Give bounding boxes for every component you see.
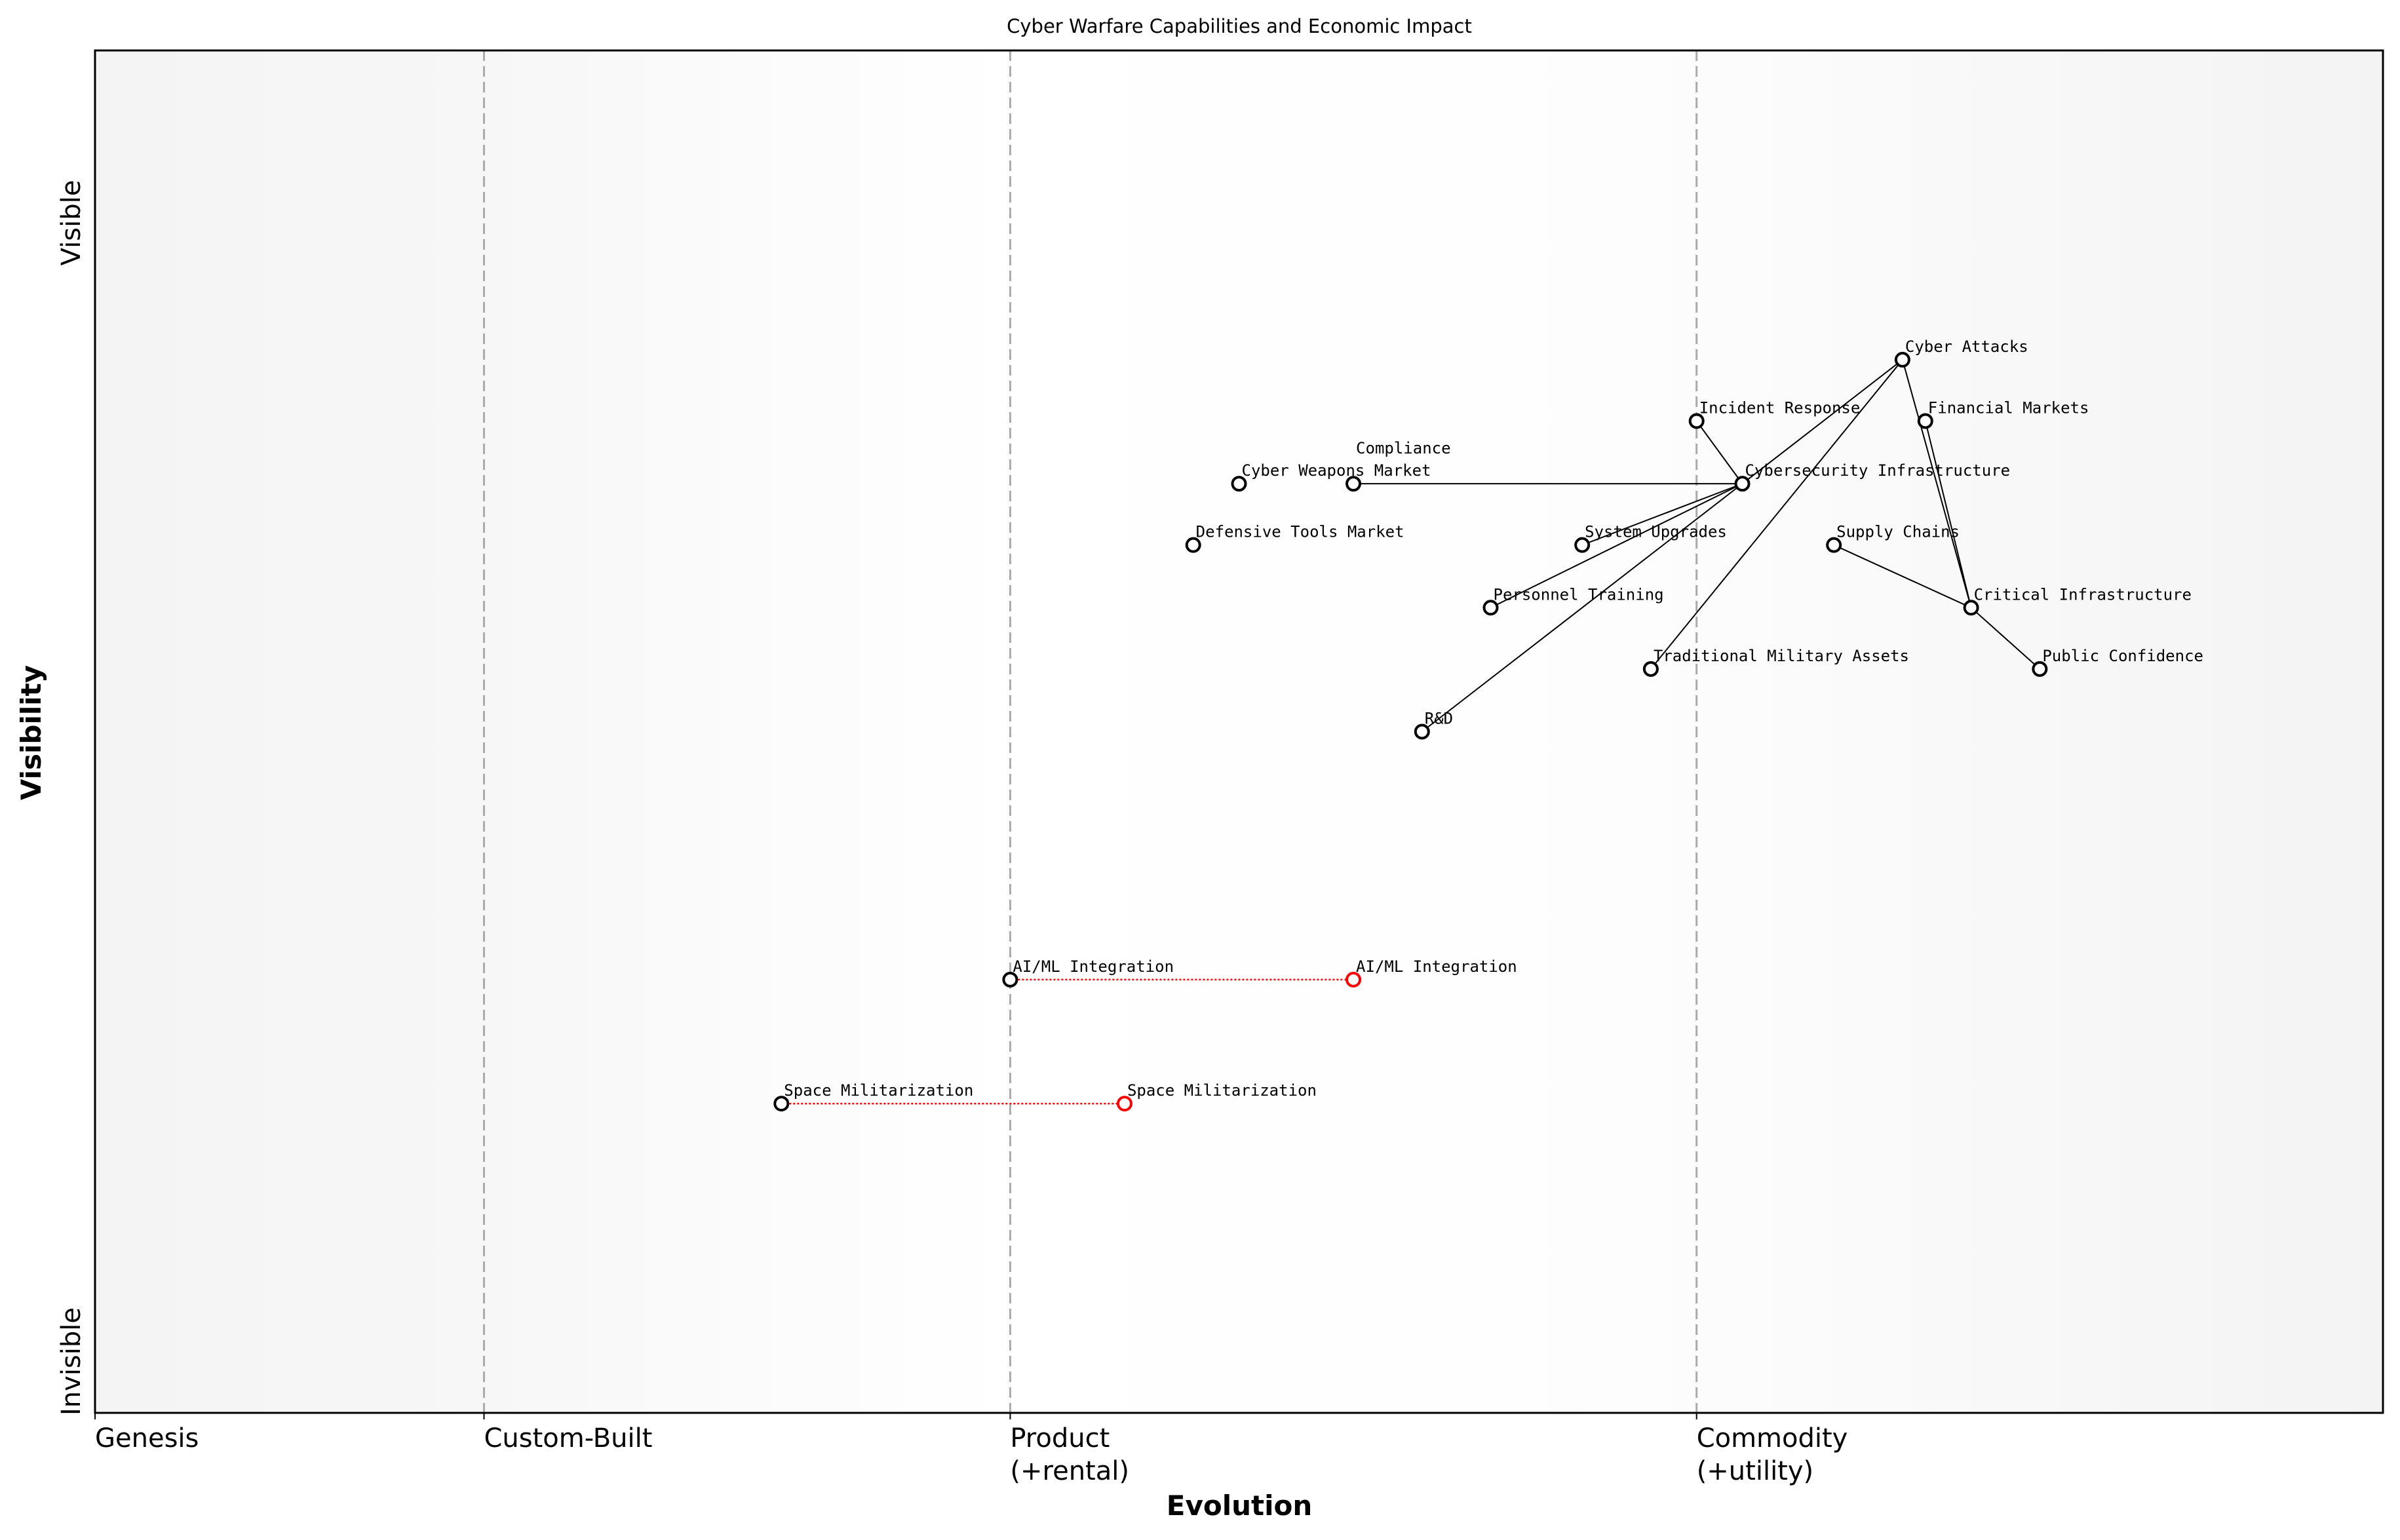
link-r-d-to-cybersecurity-infrastructure bbox=[1422, 483, 1743, 733]
evolved-node-space-militarization[interactable] bbox=[1116, 1096, 1132, 1112]
link-personnel-training-to-cybersecurity-infrastructure bbox=[1490, 483, 1743, 609]
node-cybersecurity-infrastructure[interactable] bbox=[1734, 476, 1751, 492]
node-label-system-upgrades: System Upgrades bbox=[1585, 523, 1727, 541]
node-label-defensive-tools-market: Defensive Tools Market bbox=[1196, 523, 1404, 541]
node-label-compliance: Compliance bbox=[1356, 439, 1451, 457]
node-label-traditional-military-assets: Traditional Military Assets bbox=[1654, 647, 1909, 665]
y-axis-title: Visibility bbox=[15, 665, 47, 800]
evolved-label-space-militarization: Space Militarization bbox=[1127, 1081, 1317, 1100]
node-critical-infrastructure[interactable] bbox=[1963, 600, 1979, 616]
node-label-financial-markets: Financial Markets bbox=[1928, 398, 2089, 417]
node-incident-response[interactable] bbox=[1688, 413, 1705, 429]
x-tick-label-product: Product bbox=[1010, 1423, 1110, 1453]
node-label-public-confidence: Public Confidence bbox=[2042, 647, 2203, 665]
node-system-upgrades[interactable] bbox=[1574, 537, 1591, 553]
y-top-label: Visible bbox=[56, 180, 87, 266]
node-traditional-military-assets[interactable] bbox=[1642, 661, 1659, 677]
x-tick-label-product: (+rental) bbox=[1010, 1456, 1129, 1486]
link-cyber-attacks-to-cybersecurity-infrastructure bbox=[1741, 359, 1903, 484]
link-critical-infrastructure-to-public-confidence bbox=[1970, 607, 2041, 670]
evolved-node-ai-ml-integration[interactable] bbox=[1345, 971, 1362, 988]
node-label-r-d: R&D bbox=[1425, 710, 1453, 728]
node-label-cyber-attacks: Cyber Attacks bbox=[1905, 337, 2028, 356]
plot-background bbox=[95, 50, 2383, 1413]
node-financial-markets[interactable] bbox=[1917, 413, 1933, 429]
node-cyber-attacks[interactable] bbox=[1894, 351, 1910, 368]
node-label-space-militarization: Space Militarization bbox=[784, 1081, 973, 1100]
node-label-incident-response: Incident Response bbox=[1699, 398, 1861, 417]
x-tick-label-custom-built: Custom-Built bbox=[484, 1423, 652, 1453]
node-defensive-tools-market[interactable] bbox=[1185, 537, 1201, 553]
node-label-supply-chains: Supply Chains bbox=[1836, 523, 1960, 541]
node-label-personnel-training: Personnel Training bbox=[1494, 585, 1664, 604]
link-cyber-attacks-to-critical-infrastructure bbox=[1901, 359, 1972, 608]
x-tick-label-commodity: Commodity bbox=[1697, 1423, 1848, 1453]
x-tick-label-commodity: (+utility) bbox=[1697, 1456, 1813, 1486]
node-compliance[interactable] bbox=[1345, 476, 1362, 492]
node-personnel-training[interactable] bbox=[1482, 600, 1499, 616]
node-r-d[interactable] bbox=[1414, 723, 1430, 740]
node-supply-chains[interactable] bbox=[1826, 537, 1842, 553]
node-label-ai-ml-integration: AI/ML Integration bbox=[1013, 957, 1174, 976]
link-system-upgrades-to-cybersecurity-infrastructure bbox=[1581, 483, 1743, 546]
node-label-cybersecurity-infrastructure: Cybersecurity Infrastructure bbox=[1745, 461, 2011, 480]
node-label-cyber-weapons-market: Cyber Weapons Market bbox=[1242, 461, 1431, 480]
x-axis-title: Evolution bbox=[1167, 1490, 1312, 1522]
node-cyber-weapons-market[interactable] bbox=[1231, 476, 1247, 492]
x-tick-label-genesis: Genesis bbox=[95, 1423, 199, 1453]
chart-title: Cyber Warfare Capabilities and Economic … bbox=[1007, 15, 1472, 37]
link-supply-chains-to-critical-infrastructure bbox=[1833, 544, 1972, 609]
link-financial-markets-to-critical-infrastructure bbox=[1924, 421, 1972, 608]
plot-frame bbox=[94, 49, 2384, 1414]
y-bottom-label: Invisible bbox=[56, 1307, 87, 1415]
link-cyber-attacks-to-traditional-military-assets bbox=[1650, 359, 1903, 670]
node-public-confidence[interactable] bbox=[2032, 661, 2048, 677]
evolved-label-ai-ml-integration: AI/ML Integration bbox=[1356, 957, 1517, 976]
node-label-critical-infrastructure: Critical Infrastructure bbox=[1974, 585, 2192, 604]
node-ai-ml-integration[interactable] bbox=[1002, 971, 1018, 988]
node-space-militarization[interactable] bbox=[773, 1096, 790, 1112]
link-incident-response-to-cybersecurity-infrastructure bbox=[1695, 420, 1743, 484]
